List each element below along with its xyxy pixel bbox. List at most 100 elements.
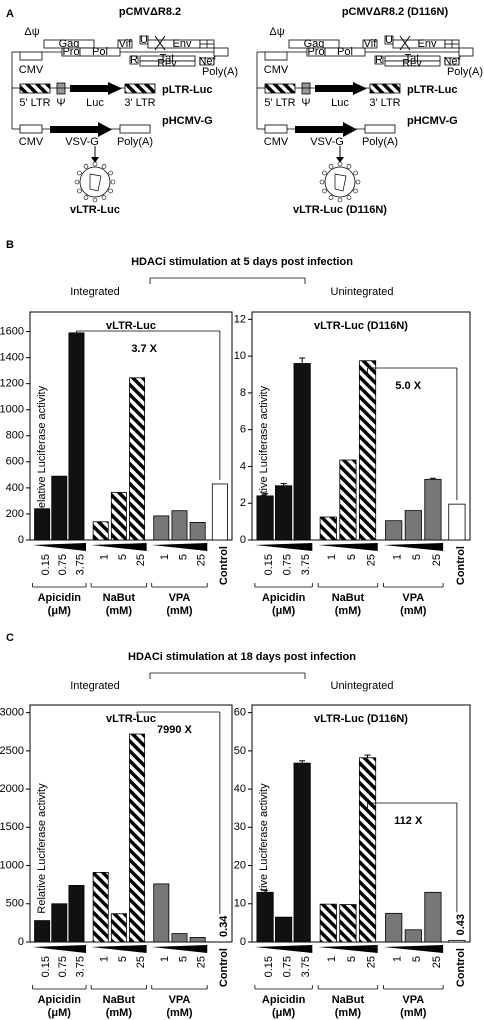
bar — [129, 733, 146, 943]
label: Nef — [198, 55, 216, 67]
label: CMV — [19, 136, 44, 148]
label: Pol — [92, 46, 108, 58]
value-label: 0.34 — [218, 915, 230, 937]
label: Poly(A) — [447, 66, 483, 78]
group-unit: (mM) — [335, 605, 362, 617]
bar — [424, 891, 442, 943]
y-tick-label: 1000 — [0, 859, 24, 871]
dose-wedge — [383, 543, 444, 551]
x-tick-label: 3.75 — [74, 554, 86, 575]
construct-title: pCMVΔR8.2 (D116N) — [342, 6, 449, 18]
label: Nef — [443, 55, 461, 67]
x-tick-label: Control — [455, 546, 467, 585]
x-tick-label: 1 — [99, 956, 111, 962]
x-tick-label: 0.75 — [57, 956, 69, 977]
construct-name: pHCMV-G — [407, 115, 458, 127]
group-label: NaBut — [332, 994, 365, 1006]
y-tick-label: 12 — [234, 313, 246, 325]
arrowhead — [336, 157, 344, 163]
dose-wedge — [91, 945, 147, 953]
bar — [385, 520, 403, 541]
bar — [153, 515, 170, 541]
group-unit: (mM) — [166, 1007, 193, 1019]
spike — [83, 164, 89, 169]
label: CMV — [19, 64, 44, 76]
x-tick-label: 3.75 — [300, 554, 312, 575]
spike — [101, 164, 107, 169]
spike — [77, 188, 82, 194]
box — [19, 51, 43, 61]
y-axis-label: Relative Luciferase activity — [258, 783, 270, 914]
y-tick-label: 0 — [18, 936, 24, 948]
bar — [339, 904, 357, 943]
group-label: Apicidin — [262, 994, 306, 1006]
construct-title: pCMVΔR8.2 — [119, 6, 181, 18]
label: Gag — [304, 38, 325, 50]
arrow — [50, 122, 112, 137]
spike — [337, 197, 343, 203]
chart-title: vLTR-Luc — [106, 713, 156, 725]
bar — [211, 483, 228, 541]
box — [364, 124, 396, 134]
virion — [324, 166, 356, 198]
spike — [92, 161, 98, 167]
box — [139, 60, 196, 67]
x-tick-label: 25 — [365, 554, 377, 566]
y-tick-label: 200 — [6, 508, 24, 520]
y-tick-label: 0 — [18, 534, 24, 546]
x-tick-label: 25 — [431, 956, 443, 968]
y-tick-label: 1000 — [0, 404, 24, 416]
spike — [101, 195, 107, 200]
bar — [189, 937, 206, 943]
y-tick-label: 400 — [6, 482, 24, 494]
y-tick-label: 3000 — [0, 707, 24, 719]
label: Ψ — [56, 97, 65, 109]
box — [369, 83, 401, 94]
box — [19, 83, 51, 94]
spike — [92, 197, 98, 203]
construct-name: pLTR-Luc — [162, 84, 213, 96]
bar — [319, 903, 337, 943]
group-unit: (mM) — [400, 1007, 427, 1019]
bar — [404, 929, 422, 943]
arrow — [70, 82, 122, 95]
bar — [275, 485, 293, 541]
group-unit: (μM) — [48, 605, 72, 617]
group-unit: (mM) — [106, 1007, 133, 1019]
x-tick-label: 1 — [392, 554, 404, 560]
group-label: Apicidin — [38, 994, 82, 1006]
bar — [424, 478, 442, 541]
x-tick-label: 3.75 — [74, 956, 86, 977]
spike — [74, 179, 80, 185]
spike — [353, 188, 358, 194]
bar — [293, 363, 311, 541]
label: 5' LTR — [19, 97, 50, 109]
group-header: Unintegrated — [331, 286, 394, 298]
dose-wedge — [91, 543, 147, 551]
arrow — [295, 122, 357, 137]
spike — [353, 170, 358, 176]
panel-title: HDACi stimulation at 18 days post infect… — [128, 651, 356, 663]
x-tick-label: 25 — [196, 956, 208, 968]
y-tick-label: 8 — [240, 387, 246, 399]
virus-name: vLTR-Luc (D116N) — [293, 204, 387, 216]
y-tick-label: 6 — [240, 424, 246, 436]
label: VSV-G — [65, 136, 99, 148]
group-label: Apicidin — [262, 592, 306, 604]
label: R — [375, 54, 383, 66]
group-unit: (mM) — [106, 605, 133, 617]
y-tick-label: 10 — [234, 898, 246, 910]
x-tick-label: 5 — [117, 956, 129, 962]
box — [264, 51, 288, 61]
x-tick-label: 0.15 — [40, 554, 52, 575]
dose-wedge — [254, 945, 313, 953]
group-header: Unintegrated — [331, 680, 394, 692]
x-tick-label: 1 — [326, 956, 338, 962]
bar — [110, 492, 127, 541]
dose-wedge — [32, 543, 87, 551]
label: U — [140, 34, 148, 46]
spike — [322, 188, 327, 194]
box — [374, 55, 384, 65]
x-tick-label: 1 — [99, 554, 111, 560]
x-tick-label: 1 — [159, 956, 171, 962]
